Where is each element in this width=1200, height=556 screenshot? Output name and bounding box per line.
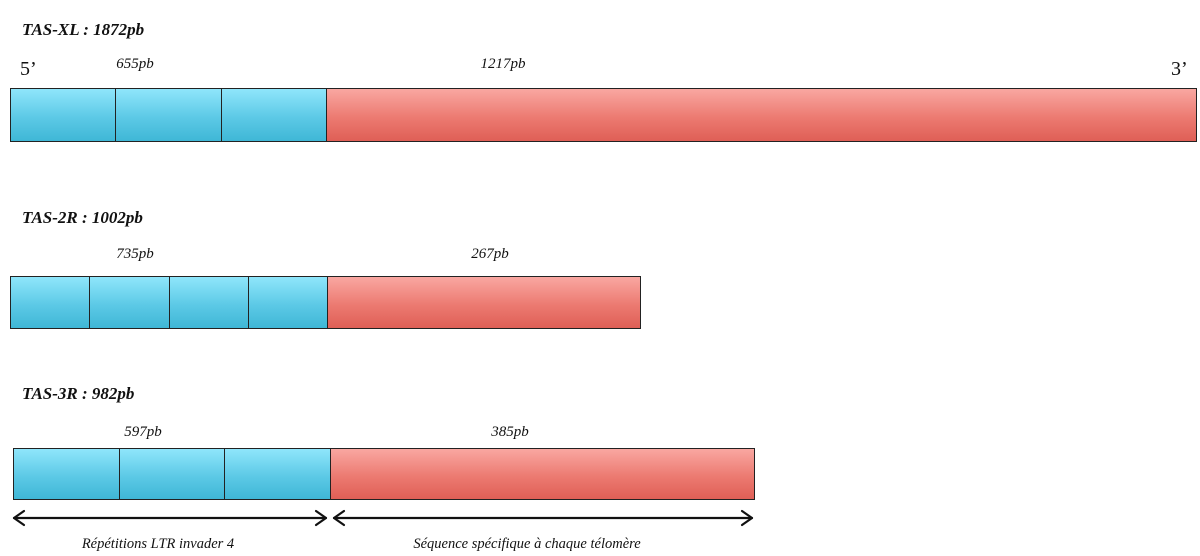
repeat-unit: [225, 449, 331, 499]
repeat-unit: [169, 277, 249, 328]
tas-3r-repeat-label: 597pb: [124, 424, 162, 440]
tas-3r-bar: [13, 448, 755, 500]
specific-legend-label: Séquence spécifique à chaque télomère: [413, 536, 641, 552]
tas-2r-repeat-region: [11, 277, 327, 328]
tas-xl-title: TAS-XL : 1872pb: [22, 20, 145, 39]
three-prime-label: 3’: [1171, 58, 1188, 80]
tas-2r-title: TAS-2R : 1002pb: [22, 208, 143, 227]
tas-xl-specific-region: [326, 89, 1196, 141]
repeats-legend-label: Répétitions LTR invader 4: [81, 536, 235, 552]
repeat-unit: [11, 89, 117, 141]
repeat-unit: [248, 277, 327, 328]
tas-xl-bar: [10, 88, 1197, 142]
tas-xl-repeat-label: 655pb: [116, 56, 154, 72]
repeat-unit: [116, 89, 222, 141]
tas-xl-specific-label: 1217pb: [480, 56, 526, 72]
repeat-unit: [119, 449, 226, 499]
tas-2r-specific-region: [327, 277, 640, 328]
repeat-unit: [90, 277, 170, 328]
tas-3r-repeat-region: [14, 449, 331, 499]
five-prime-label: 5’: [20, 58, 37, 80]
repeat-unit: [11, 277, 91, 328]
tas-xl-repeat-region: [11, 89, 326, 141]
tas-3r-title: TAS-3R : 982pb: [22, 384, 135, 403]
repeat-unit: [221, 89, 326, 141]
tas-2r-repeat-label: 735pb: [116, 246, 154, 262]
tas-2r-bar: [10, 276, 641, 329]
tas-3r-specific-region: [330, 449, 754, 499]
repeat-unit: [14, 449, 120, 499]
tas-2r-specific-label: 267pb: [471, 246, 509, 262]
tas-3r-specific-label: 385pb: [491, 424, 529, 440]
